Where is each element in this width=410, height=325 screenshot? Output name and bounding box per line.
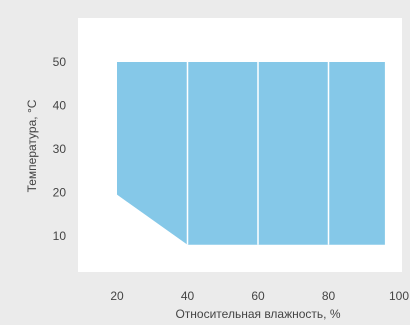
x-tick-label: 80 — [322, 289, 336, 303]
y-axis-ticks: 10 20 30 40 50 — [53, 55, 67, 243]
x-tick-label: 40 — [181, 289, 195, 303]
y-tick-label: 40 — [53, 99, 67, 113]
operating-region-layer — [117, 62, 385, 245]
y-tick-label: 10 — [53, 229, 67, 243]
x-tick-label: 100 — [389, 289, 409, 303]
y-tick-label: 30 — [53, 142, 67, 156]
x-axis-label: Относительная влажность, % — [175, 307, 340, 321]
x-tick-label: 60 — [251, 289, 265, 303]
divider-layer — [186, 62, 330, 245]
y-axis-label: Температура, °C — [25, 99, 39, 192]
x-axis-ticks: 20 40 60 80 100 — [110, 289, 409, 303]
y-tick-label: 20 — [53, 186, 67, 200]
operating-region — [117, 62, 385, 245]
x-tick-label: 20 — [110, 289, 124, 303]
y-tick-label: 50 — [53, 55, 67, 69]
